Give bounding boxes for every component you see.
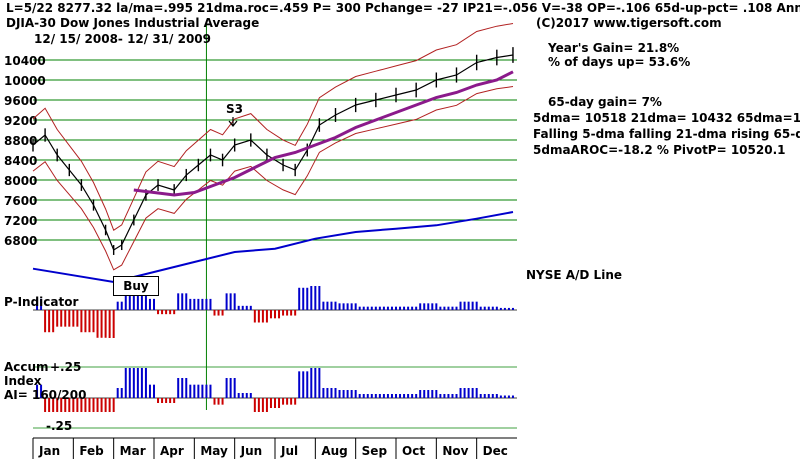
month-label: Feb (79, 444, 104, 458)
ad-line (32, 211, 514, 284)
upper-band (32, 23, 514, 231)
y-tick-label: 10400 (4, 54, 46, 68)
month-label: Jul (280, 444, 298, 458)
ai-label: AI= 160/200 (4, 388, 86, 402)
aroc-summary: 5dmaAROC=-18.2 % PivotP= 10520.1 (533, 143, 786, 157)
month-label: Apr (160, 444, 184, 458)
y-tick-label: 9600 (4, 94, 37, 108)
ma-summary: 5dma= 10518 21dma= 10432 65dma=10164 (533, 111, 800, 125)
y-tick-label: 8000 (4, 174, 37, 188)
copyright: (C)2017 www.tigersoft.com (536, 16, 722, 30)
y-axis-labels: 10400 10000 9600 9200 8800 8400 8000 7600 7200 68… (4, 54, 46, 248)
month-label: Jan (38, 444, 60, 458)
y-tick-label: 9200 (4, 114, 37, 128)
p-indicator-label: P-Indicator (4, 295, 78, 309)
month-label: Sep (362, 444, 388, 458)
gain-65day: 65-day gain= 7% (548, 95, 662, 109)
month-label: Oct (402, 444, 425, 458)
series-title: DJIA-30 Dow Jones Industrial Average (6, 16, 259, 30)
month-label: Nov (442, 444, 468, 458)
years-gain: Year's Gain= 21.8% (547, 41, 679, 55)
header-line1: L=5/22 8277.32 la/ma=.995 21dma.roc=.459… (6, 1, 800, 15)
s3-arrow (228, 117, 238, 127)
plus25-label: +.25 (50, 360, 81, 374)
y-tick-label: 8800 (4, 134, 37, 148)
y-tick-label: 7600 (4, 194, 37, 208)
index-label: Index (4, 374, 42, 388)
buy-signal-label: Buy (113, 276, 159, 296)
ad-line-label: NYSE A/D Line (526, 268, 622, 282)
minus25-label: -.25 (46, 419, 72, 433)
x-axis-months: Jan Feb Mar Apr May Jun Jul Aug Sep Oct Nov Dec (32, 437, 517, 459)
ma65-line (133, 70, 514, 197)
month-label: Aug (321, 444, 347, 458)
month-label: Jun (240, 444, 263, 458)
price-line (32, 54, 514, 251)
accum-label: Accum (4, 360, 49, 374)
trend-summary: Falling 5-dma falling 21-dma rising 65-d… (533, 127, 800, 141)
y-tick-label: 7200 (4, 214, 37, 228)
s3-signal-label: S3 (226, 102, 243, 116)
y-tick-label: 6800 (4, 234, 37, 248)
y-tick-label: 8400 (4, 154, 37, 168)
y-tick-label: 10000 (4, 74, 46, 88)
month-label: May (200, 444, 228, 458)
price-series (32, 47, 514, 284)
month-label: Dec (483, 444, 508, 458)
month-label: Mar (120, 444, 146, 458)
lower-band (32, 86, 514, 271)
pct-days-up: % of days up= 53.6% (548, 55, 690, 69)
indicator-panels (36, 286, 514, 412)
date-range: 12/ 15/ 2008- 12/ 31/ 2009 (34, 32, 211, 46)
